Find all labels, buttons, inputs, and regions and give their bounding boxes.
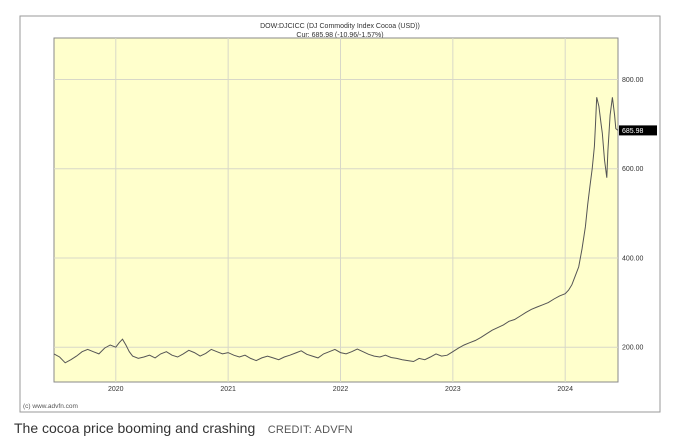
y-axis-tick-labels: 200.00 400.00 600.00 800.00 [622, 77, 644, 352]
y-tick-label: 600.00 [622, 166, 644, 173]
figure-caption: The cocoa price booming and crashing CRE… [14, 420, 353, 438]
chart-title: DOW:DJCICC (DJ Commodity Index Cocoa (US… [260, 23, 420, 30]
current-value-marker: 685.98 [619, 125, 657, 136]
x-tick-label: 2023 [445, 386, 461, 393]
cocoa-price-line [53, 97, 619, 364]
x-tick-label: 2021 [220, 386, 236, 393]
x-axis-tick-labels: 2020 2021 2022 2023 2024 [108, 386, 573, 393]
y-tick-label: 200.00 [622, 345, 644, 352]
horizontal-gridlines [54, 78, 618, 348]
current-value-box [619, 125, 657, 136]
caption-credit: CREDIT: ADVFN [267, 424, 353, 436]
y-tick-label: 800.00 [622, 77, 644, 84]
chart-watermark: (c) www.advfn.com [23, 403, 78, 410]
x-tick-label: 2022 [333, 386, 349, 393]
caption-text: The cocoa price booming and crashing [14, 420, 256, 436]
x-tick-label: 2020 [108, 386, 124, 393]
plot-area [53, 37, 619, 383]
chart-subtitle: Cur: 685.98 (-10.96/-1.57%) [296, 32, 383, 39]
x-tick-label: 2024 [557, 386, 573, 393]
current-value-label: 685.98 [622, 128, 644, 135]
vertical-gridlines [115, 38, 566, 382]
y-tick-label: 400.00 [622, 255, 644, 262]
